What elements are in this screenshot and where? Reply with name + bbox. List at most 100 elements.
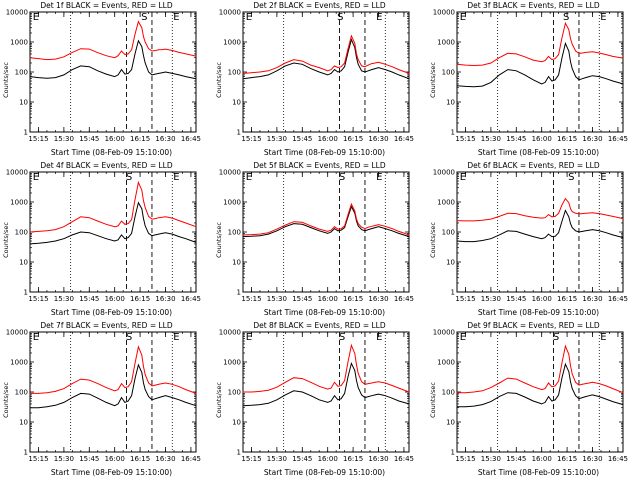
x-tick-label: 15:15: [241, 455, 261, 463]
detector-panel-7: 1 10 100 1000 10000 15:15 15:30 15:45 16:00 16:15…: [0, 320, 213, 480]
x-tick-label: 15:45: [506, 295, 526, 303]
data-point: [148, 71, 149, 73]
data-point: [330, 69, 332, 70]
detector-panel-9: 1 10 100 1000 10000 15:15 15:30 15:45 16:00 16:15…: [427, 320, 640, 480]
data-point: [124, 387, 126, 388]
data-point: [310, 395, 312, 397]
data-point: [612, 216, 614, 217]
data-point: [161, 216, 163, 218]
data-point: [490, 62, 492, 64]
data-point: [482, 240, 483, 241]
data-point: [364, 397, 366, 398]
data-point: [598, 230, 600, 232]
data-point: [80, 378, 82, 380]
data-point: [171, 233, 173, 235]
data-point: [367, 70, 369, 72]
data-point: [344, 62, 345, 64]
data-point: [378, 67, 379, 68]
y-tick-label: 1000: [223, 39, 241, 47]
x-axis-title: Start Time (08-Feb-09 15:10:00): [263, 308, 386, 317]
x-tick-label: 15:15: [28, 135, 48, 143]
y-tick-label: 1000: [223, 199, 241, 207]
data-point: [490, 401, 492, 402]
x-tick-label: 16:00: [532, 295, 552, 303]
data-point: [364, 383, 366, 385]
data-point: [581, 78, 583, 80]
data-point: [117, 74, 119, 76]
data-point: [318, 230, 320, 232]
data-point: [351, 344, 352, 346]
data-point: [351, 39, 352, 40]
data-point: [143, 55, 144, 57]
data-point: [356, 57, 357, 59]
data-point: [524, 56, 526, 58]
y-tick-label: 100: [228, 389, 241, 397]
data-point: [310, 68, 312, 69]
data-point: [482, 404, 483, 405]
data-point: [532, 236, 534, 237]
series-line-lld: [242, 34, 410, 74]
data-point: [498, 382, 500, 384]
y-tick-label: 1: [24, 449, 28, 457]
data-point: [276, 70, 278, 72]
data-point: [558, 54, 559, 55]
series-line-lld: [457, 344, 624, 394]
data-point: [585, 77, 587, 78]
data-point: [361, 381, 362, 383]
data-point: [561, 204, 563, 206]
data-point: [605, 78, 607, 80]
data-point: [398, 69, 400, 70]
data-point: [301, 60, 303, 62]
panel-title: Det 2f BLACK = Events, RED = LLD: [253, 1, 386, 10]
x-tick-label: 15:15: [241, 135, 261, 143]
data-point: [141, 27, 143, 29]
marker-label: E: [173, 12, 179, 23]
data-point: [114, 57, 116, 59]
data-point: [46, 59, 48, 60]
data-point: [154, 398, 156, 400]
data-point: [570, 61, 571, 63]
x-tick-label: 15:30: [481, 455, 501, 463]
data-point: [408, 73, 410, 74]
x-tick-label: 16:30: [155, 295, 175, 303]
data-point: [524, 396, 526, 398]
data-point: [357, 387, 359, 388]
data-point: [178, 220, 180, 221]
data-point: [161, 49, 163, 50]
x-tick-label: 15:45: [79, 455, 99, 463]
data-point: [318, 67, 320, 68]
x-tick-label: 16:00: [532, 135, 552, 143]
data-point: [242, 391, 244, 393]
data-point: [195, 78, 197, 80]
data-point: [114, 390, 116, 392]
data-point: [347, 376, 349, 378]
data-point: [384, 63, 386, 65]
data-point: [80, 48, 82, 50]
x-axis-title: Start Time (08-Feb-09 15:10:00): [50, 148, 173, 157]
data-point: [165, 71, 166, 73]
data-point: [357, 63, 359, 65]
data-point: [344, 393, 345, 394]
data-point: [134, 53, 136, 55]
y-tick-label: 10000: [6, 329, 28, 337]
x-axis-title: Start Time (08-Feb-09 15:10:00): [50, 308, 173, 317]
x-tick-label: 16:15: [557, 455, 577, 463]
data-point: [367, 64, 369, 66]
data-point: [575, 212, 576, 214]
data-point: [29, 393, 31, 394]
data-point: [38, 58, 39, 59]
x-axis-title: Start Time (08-Feb-09 15:10:00): [263, 468, 386, 477]
data-point: [347, 48, 349, 50]
data-point: [561, 37, 563, 38]
y-axis-title: Counts/sec: [2, 222, 10, 258]
data-point: [561, 220, 563, 222]
data-point: [105, 402, 107, 403]
data-point: [195, 226, 197, 228]
data-point: [127, 53, 129, 55]
x-tick-label: 16:30: [368, 295, 388, 303]
data-point: [138, 364, 139, 366]
data-point: [340, 398, 342, 400]
marker-label: E: [246, 172, 252, 183]
panel-title: Det 8f BLACK = Events, RED = LLD: [253, 321, 386, 330]
